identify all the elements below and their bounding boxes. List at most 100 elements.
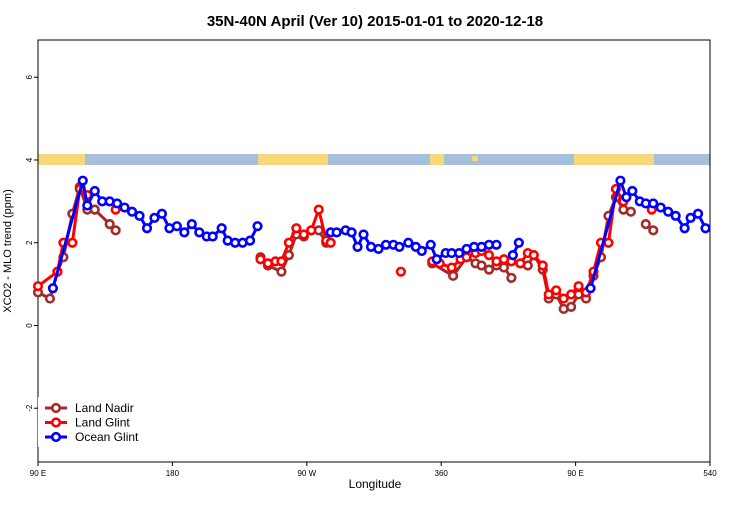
data-point: [112, 198, 123, 209]
data-point: [685, 212, 696, 224]
data-point: [298, 229, 309, 240]
data-point: [283, 237, 294, 248]
data-point: [255, 254, 266, 265]
data-point: [134, 210, 145, 221]
data-point: [625, 206, 636, 217]
series-line: [37, 186, 89, 288]
data-point: [513, 237, 524, 248]
data-point: [186, 219, 197, 230]
data-point: [325, 237, 336, 248]
data-point: [156, 208, 168, 219]
data-point: [558, 293, 569, 304]
data-point: [352, 241, 363, 252]
data-point: [291, 223, 302, 234]
ocean-band: [38, 154, 710, 165]
data-point: [403, 237, 414, 248]
land-band: [258, 154, 328, 165]
data-point: [454, 247, 465, 259]
data-point: [110, 225, 121, 236]
data-point: [483, 264, 495, 275]
x-tick-label: 90 E: [30, 469, 46, 478]
data-point: [216, 223, 227, 234]
data-point: [179, 227, 190, 238]
data-point: [506, 272, 517, 283]
data-point: [700, 223, 711, 234]
data-point: [89, 185, 100, 197]
data-point: [346, 227, 357, 238]
data-point: [491, 239, 502, 250]
data-point: [648, 225, 659, 236]
data-point: [648, 198, 659, 209]
x-tick-label: 90 E: [567, 469, 583, 478]
data-point: [551, 285, 562, 296]
data-point: [585, 283, 596, 294]
data-point: [655, 202, 666, 213]
data-point: [566, 301, 577, 312]
data-point: [313, 204, 324, 215]
data-point: [306, 225, 317, 236]
y-tick-label: 0: [25, 323, 34, 328]
data-point: [425, 239, 436, 250]
data-point: [44, 293, 56, 304]
data-point: [573, 281, 584, 292]
data-point: [640, 219, 651, 230]
data-point: [244, 235, 256, 246]
data-point: [476, 260, 487, 271]
data-point: [416, 245, 427, 257]
legend-label: Ocean Glint: [75, 430, 139, 444]
data-point: [32, 281, 44, 292]
chart-title: 35N-40N April (Ver 10) 2015-01-01 to 202…: [207, 13, 543, 30]
data-point: [621, 192, 632, 203]
data-point: [663, 206, 674, 217]
data-point: [615, 175, 626, 186]
x-tick-label: 180: [166, 469, 180, 478]
y-tick-label: 2: [25, 240, 34, 245]
data-point: [77, 175, 88, 186]
data-point: [498, 262, 510, 273]
legend-marker: [50, 431, 62, 443]
data-point: [515, 258, 526, 269]
data-point: [82, 200, 93, 211]
data-point: [207, 231, 218, 242]
land-band: [472, 156, 478, 161]
data-point: [276, 266, 287, 277]
legend-marker: [50, 417, 62, 428]
data-point: [141, 223, 153, 234]
data-point: [507, 250, 518, 261]
data-point: [276, 256, 287, 267]
data-point: [194, 227, 205, 238]
data-point: [448, 270, 459, 281]
data-point: [171, 221, 182, 232]
legend-label: Land Nadir: [75, 401, 134, 415]
data-point: [528, 250, 539, 261]
data-point: [358, 229, 369, 240]
data-point: [566, 289, 577, 300]
data-point: [89, 204, 100, 215]
land-band: [574, 154, 654, 165]
data-point: [692, 208, 704, 219]
data-point: [537, 260, 548, 271]
data-point: [394, 241, 405, 252]
legend-label: Land Glint: [75, 416, 130, 430]
x-tick-label: 90 W: [297, 469, 316, 478]
data-point: [104, 219, 115, 230]
y-tick-label: 4: [25, 157, 34, 162]
x-axis-label: Longitude: [349, 477, 402, 491]
x-tick-label: 360: [435, 469, 449, 478]
x-tick-label: 540: [703, 469, 717, 478]
land-band: [430, 154, 444, 165]
data-point: [431, 254, 442, 265]
data-point: [603, 237, 614, 248]
y-tick-label: 6: [25, 74, 34, 79]
data-point: [373, 243, 384, 255]
land-band: [38, 154, 85, 165]
series-line: [431, 184, 625, 301]
data-point: [47, 283, 59, 294]
data-point: [543, 289, 554, 300]
data-point: [446, 262, 457, 273]
data-point: [679, 223, 690, 234]
data-point: [149, 212, 160, 224]
y-axis-label: XCO2 - MLO trend (ppm): [2, 189, 14, 312]
data-point: [331, 227, 342, 238]
